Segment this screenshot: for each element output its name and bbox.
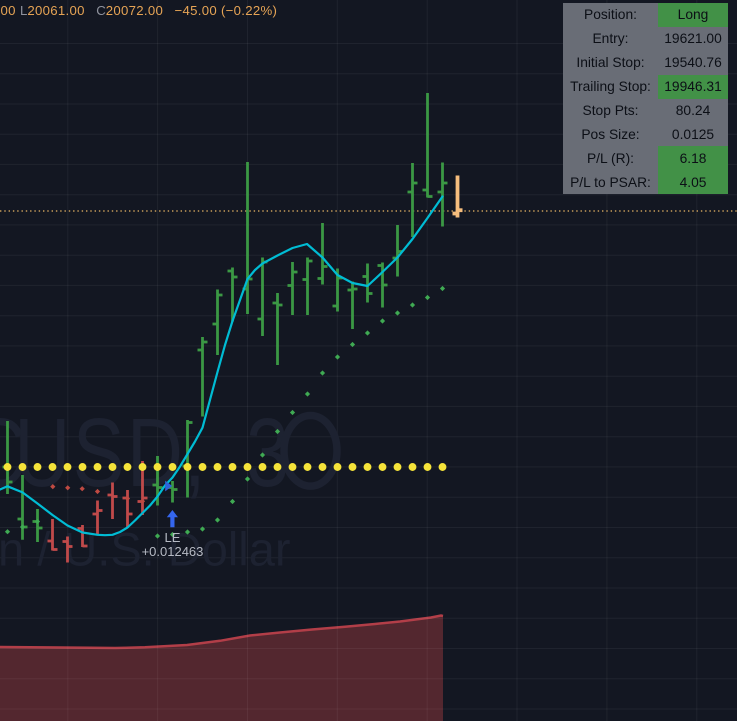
svg-text:USD: USD — [14, 398, 185, 507]
svg-text:n / U.S. Dollar: n / U.S. Dollar — [0, 523, 291, 576]
svg-text:,: , — [184, 398, 206, 507]
